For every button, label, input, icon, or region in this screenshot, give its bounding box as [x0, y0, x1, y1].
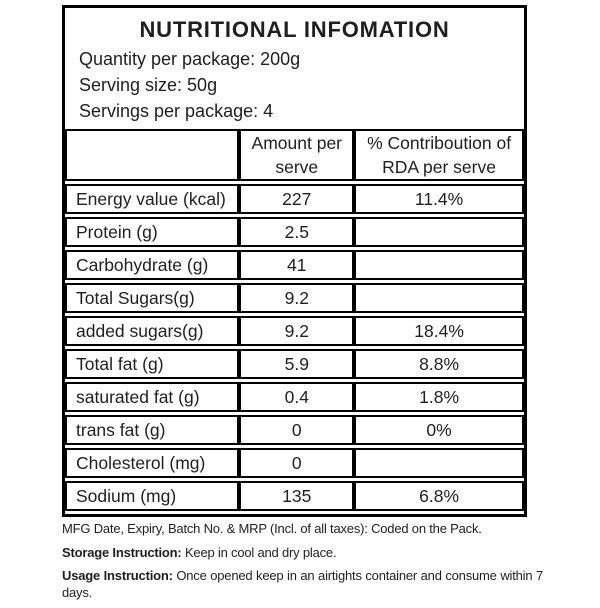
header-blank-cell [65, 129, 240, 181]
nutrient-rda: 0% [354, 415, 524, 445]
nutrient-amount: 9.2 [239, 283, 355, 313]
storage-note: Storage Instruction: Keep in cool and dr… [62, 545, 543, 562]
nutrient-name: saturated fat (g) [65, 382, 240, 412]
nutrient-amount: 0.4 [239, 382, 355, 412]
nutrient-amount: 2.5 [239, 217, 355, 247]
header-rda-contribution: % Contriboution of RDA per serve [354, 129, 524, 181]
table-header-row: Amount per serve % Contriboution of RDA … [65, 129, 524, 181]
nutrient-rda [354, 217, 524, 247]
usage-note-text: Once opened keep in an airtights contain… [62, 568, 543, 600]
label-title: NUTRITIONAL INFOMATION [139, 17, 450, 42]
mfg-note: MFG Date, Expiry, Batch No. & MRP (Incl.… [62, 521, 482, 536]
nutrition-label-box: NUTRITIONAL INFOMATION Quantity per pack… [62, 5, 527, 517]
nutrition-table-head: Amount per serve % Contriboution of RDA … [65, 129, 524, 181]
serving-size: Serving size: 50g [79, 75, 218, 95]
nutrition-table-body: Energy value (kcal) 227 11.4% Protein (g… [65, 184, 524, 511]
servings-per-package: Servings per package: 4 [79, 101, 274, 121]
table-row-total-sugars: Total Sugars(g) 9.2 [65, 283, 524, 313]
nutrient-amount: 41 [239, 250, 355, 280]
nutrient-name: Energy value (kcal) [65, 184, 240, 214]
storage-note-label: Storage Instruction: [62, 544, 182, 560]
table-row-added-sugars: added sugars(g) 9.2 18.4% [65, 316, 524, 346]
nutrient-amount: 0 [239, 415, 355, 445]
nutrient-rda: 18.4% [354, 316, 524, 346]
nutrient-rda: 8.8% [354, 349, 524, 379]
nutrient-rda: 11.4% [354, 184, 524, 214]
header-amount-per-serve: Amount per serve [239, 129, 355, 181]
table-row-protein: Protein (g) 2.5 [65, 217, 524, 247]
nutrition-table: Amount per serve % Contriboution of RDA … [65, 126, 524, 514]
nutrient-rda [354, 448, 524, 478]
table-row-sodium: Sodium (mg) 135 6.8% [65, 481, 524, 511]
table-row-saturated-fat: saturated fat (g) 0.4 1.8% [65, 382, 524, 412]
footer-notes: MFG Date, Expiry, Batch No. & MRP (Incl.… [62, 521, 543, 608]
nutrient-rda: 1.8% [354, 382, 524, 412]
table-row-energy: Energy value (kcal) 227 11.4% [65, 184, 524, 214]
nutrient-amount: 0 [239, 448, 355, 478]
nutrient-amount: 135 [239, 481, 355, 511]
nutrient-name: trans fat (g) [65, 415, 240, 445]
storage-note-text: Keep in cool and dry place. [184, 544, 337, 560]
quantity-per-package: Quantity per package: 200g [79, 49, 301, 69]
package-info-section: Quantity per package: 200g Serving size:… [65, 44, 524, 126]
nutrient-name: Cholesterol (mg) [65, 448, 240, 478]
usage-note: Usage Instruction: Once opened keep in a… [62, 568, 543, 601]
nutrient-rda [354, 283, 524, 313]
nutrient-name: Carbohydrate (g) [65, 250, 240, 280]
table-row-carbohydrate: Carbohydrate (g) 41 [65, 250, 524, 280]
nutrient-name: added sugars(g) [65, 316, 240, 346]
nutrient-name: Sodium (mg) [65, 481, 240, 511]
nutrient-amount: 227 [239, 184, 355, 214]
table-row-cholesterol: Cholesterol (mg) 0 [65, 448, 524, 478]
table-row-total-fat: Total fat (g) 5.9 8.8% [65, 349, 524, 379]
nutrient-amount: 9.2 [239, 316, 355, 346]
usage-note-label: Usage Instruction: [62, 568, 173, 583]
nutrient-rda: 6.8% [354, 481, 524, 511]
nutrient-name: Total Sugars(g) [65, 283, 240, 313]
table-row-trans-fat: trans fat (g) 0 0% [65, 415, 524, 445]
nutrient-name: Protein (g) [65, 217, 240, 247]
nutrient-amount: 5.9 [239, 349, 355, 379]
nutrient-name: Total fat (g) [65, 349, 240, 379]
nutrient-rda [354, 250, 524, 280]
